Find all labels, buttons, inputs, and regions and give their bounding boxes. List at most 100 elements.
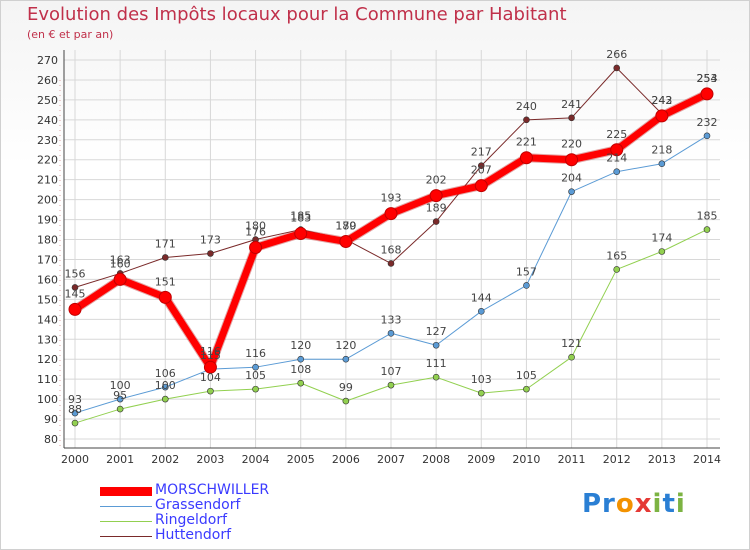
y-tick-label: 140 [37,313,58,326]
data-label-grassendorf: 214 [606,152,627,165]
data-point-morschwiller [610,143,624,157]
data-label-grassendorf: 218 [651,144,672,157]
data-point-ringeldorf [613,266,621,273]
data-point-grassendorf [252,363,259,371]
data-label-ringeldorf: 95 [113,389,127,402]
data-point-ringeldorf [432,373,440,381]
legend-swatch [100,536,152,537]
y-tick-label: 120 [37,353,58,366]
legend: MORSCHWILLER Grassendorf Ringeldorf Hutt… [100,482,400,544]
data-point-ringeldorf [161,395,169,403]
x-tick-label: 2004 [242,453,270,466]
y-tick-label: 200 [37,194,58,207]
legend-item-huttendorf[interactable]: Huttendorf [100,527,400,544]
data-label-ringeldorf: 99 [339,381,353,394]
data-label-huttendorf: 189 [426,202,447,215]
data-point-ringeldorf [297,379,305,387]
data-label-morschwiller: 221 [516,136,537,149]
data-point-morschwiller [339,235,353,249]
data-point-morschwiller [384,207,398,221]
data-point-morschwiller [655,109,669,123]
data-label-grassendorf: 115 [200,349,221,362]
legend-label: Huttendorf [155,527,232,543]
y-tick-label: 250 [37,94,58,107]
data-label-morschwiller: 151 [155,275,176,288]
data-label-huttendorf: 254 [697,72,718,85]
y-tick-label: 180 [37,234,58,247]
data-point-ringeldorf [387,381,395,389]
data-point-grassendorf [71,409,79,417]
legend-label: Ringeldorf [155,512,228,528]
data-label-morschwiller: 116 [200,345,221,358]
x-tick-label: 2008 [422,453,450,466]
data-label-grassendorf: 100 [110,379,131,392]
data-point-ringeldorf [658,248,666,255]
data-label-huttendorf: 180 [335,220,356,233]
data-point-huttendorf [161,254,169,261]
data-label-huttendorf: 156 [65,267,86,280]
data-label-ringeldorf: 88 [68,403,82,416]
data-point-ringeldorf [523,385,530,393]
data-point-ringeldorf [207,387,214,395]
legend-swatch [100,521,152,522]
data-point-huttendorf [613,64,621,72]
y-tick-label: 240 [37,114,58,127]
data-label-huttendorf: 180 [245,220,266,233]
data-point-ringeldorf [71,419,79,427]
data-label-morschwiller: 202 [426,174,447,187]
legend-label: Grassendorf [155,497,241,513]
x-tick-label: 2013 [648,453,676,466]
data-label-huttendorf: 185 [290,210,311,223]
y-tick-label: 150 [37,293,58,306]
data-label-ringeldorf: 121 [561,337,582,350]
data-point-huttendorf [432,218,440,225]
logo-part: t [662,489,676,519]
data-label-morschwiller: 183 [290,212,311,225]
data-label-ringeldorf: 185 [697,210,718,223]
logo-part: x [634,489,653,519]
y-tick-label: 190 [37,214,58,227]
data-point-ringeldorf [252,385,259,393]
data-point-grassendorf [523,282,530,289]
y-tick-label: 100 [37,393,58,406]
x-tick-label: 2003 [196,453,224,466]
legend-item-morschwiller[interactable]: MORSCHWILLER [100,482,400,499]
data-label-morschwiller: 145 [65,287,86,300]
data-point-grassendorf [297,355,305,363]
legend-item-ringeldorf[interactable]: Ringeldorf [100,512,400,529]
y-tick-label: 80 [44,433,58,446]
y-tick-label: 220 [37,154,58,167]
y-tick-label: 270 [37,54,58,67]
y-tick-label: 160 [37,273,58,286]
logo-part: Pr [582,489,616,519]
legend-swatch [100,487,152,496]
chart-title: Evolution des Impôts locaux pour la Comm… [27,4,567,25]
x-tick-label: 2009 [467,453,495,466]
data-label-huttendorf: 163 [110,253,131,266]
data-label-ringeldorf: 108 [290,363,311,376]
data-point-morschwiller [294,227,308,241]
x-tick-label: 2001 [106,453,134,466]
data-point-morschwiller [249,241,263,255]
y-tick-label: 90 [44,413,58,426]
x-tick-label: 2000 [61,453,89,466]
data-label-morschwiller: 176 [245,226,266,239]
data-point-grassendorf [658,160,666,168]
logo-part: i [675,489,686,519]
x-tick-label: 2012 [603,453,631,466]
x-tick-label: 2010 [512,453,540,466]
y-tick-label: 110 [37,373,58,386]
legend-item-grassendorf[interactable]: Grassendorf [100,497,400,514]
data-point-morschwiller [158,290,172,304]
data-label-grassendorf: 93 [68,393,82,406]
y-tick-label: 170 [37,253,58,266]
data-label-huttendorf: 217 [471,146,492,159]
data-label-ringeldorf: 100 [155,379,176,392]
data-label-huttendorf: 240 [516,100,537,113]
data-point-huttendorf [568,114,575,122]
data-point-huttendorf [477,162,485,170]
data-label-grassendorf: 120 [290,339,311,352]
data-label-ringeldorf: 103 [471,373,492,386]
data-point-huttendorf [387,260,395,267]
